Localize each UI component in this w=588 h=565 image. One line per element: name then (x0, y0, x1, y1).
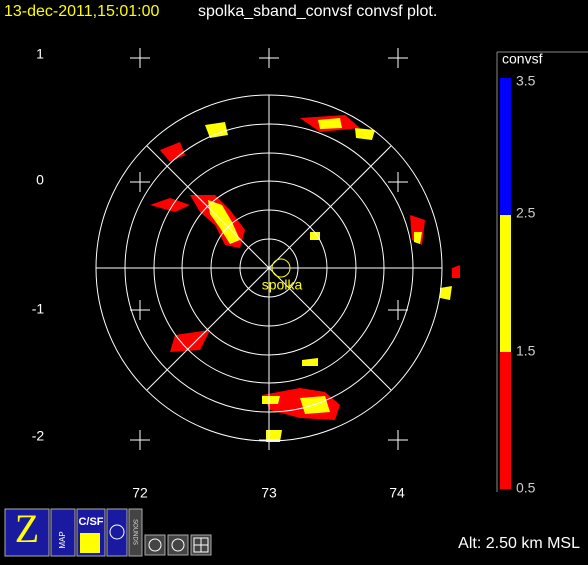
lat-label: -2 (32, 428, 45, 444)
colorbar-segment (500, 78, 511, 215)
lat-label: -1 (32, 301, 45, 317)
station-marker (271, 258, 291, 278)
colorbar-segment (500, 215, 511, 352)
map-button-label: MAP (58, 531, 67, 548)
datetime: 13-dec-2011,15:01:00 (4, 3, 159, 20)
sounds-button-label: SOUNDS (131, 519, 137, 545)
lat-label: 0 (36, 172, 44, 188)
csf-icon (80, 533, 100, 553)
colorbar-tick: 0.5 (516, 480, 536, 496)
range-rings (95, 94, 443, 442)
colorbar-segment (500, 352, 511, 489)
colorbar-label: convsf (502, 51, 543, 67)
lat-lon-crosses (130, 48, 408, 450)
lon-label: 74 (389, 485, 405, 501)
lon-label: 73 (261, 485, 277, 501)
grid-icon (193, 537, 209, 553)
toolbar: Z MAP C/SF SOUNDS (4, 506, 212, 557)
view-button[interactable] (167, 534, 189, 556)
sounds-button[interactable] (128, 508, 143, 557)
echoes (150, 115, 460, 442)
view-icon (171, 538, 185, 552)
view-icon (148, 538, 162, 552)
view-button[interactable] (144, 534, 166, 556)
lat-label: 1 (36, 46, 44, 62)
station-label: spolka (262, 277, 303, 293)
map-button[interactable] (50, 508, 76, 557)
csf-button-label: C/SF (78, 516, 103, 528)
colorbar-tick: 1.5 (516, 343, 536, 359)
zoom-button[interactable] (4, 508, 50, 557)
altitude-status: Alt: 2.50 km MSL (458, 535, 580, 552)
lon-label: 72 (132, 485, 148, 501)
colorbar-tick: 3.5 (516, 73, 536, 89)
plot-title: spolka_sband_convsf convsf plot. (198, 3, 437, 20)
rings-button[interactable] (106, 508, 128, 557)
colorbar-tick: 2.5 (516, 205, 536, 221)
rings-icon (109, 524, 125, 540)
zoom-icon: Z (15, 506, 39, 551)
